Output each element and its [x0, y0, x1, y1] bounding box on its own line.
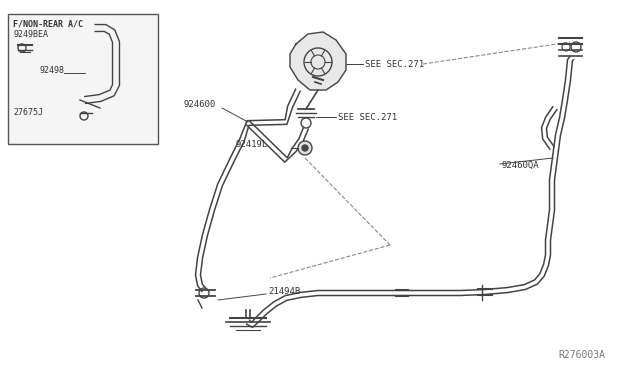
Text: 9249BEA: 9249BEA — [13, 30, 48, 39]
Text: 92419L: 92419L — [235, 140, 268, 149]
Circle shape — [298, 141, 312, 155]
Text: 92460QA: 92460QA — [502, 161, 540, 170]
Polygon shape — [290, 32, 346, 90]
Circle shape — [302, 145, 308, 151]
Bar — [8, 14, 158, 144]
Text: SEE SEC.271: SEE SEC.271 — [365, 60, 424, 69]
Text: F/NON-REAR A/C: F/NON-REAR A/C — [13, 19, 83, 28]
Text: 92498: 92498 — [40, 66, 65, 75]
Text: 27675J: 27675J — [13, 108, 43, 117]
Text: R276003A: R276003A — [558, 350, 605, 360]
Text: 924600: 924600 — [183, 100, 215, 109]
Text: SEE SEC.271: SEE SEC.271 — [338, 113, 397, 122]
Text: 21494B: 21494B — [268, 287, 300, 296]
